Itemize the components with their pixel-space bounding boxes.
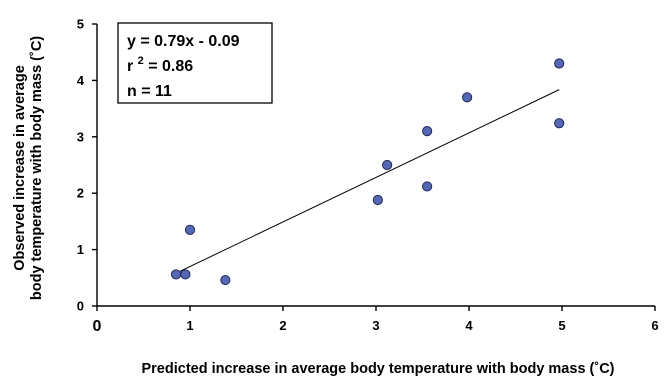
y-tick-label: 4: [77, 73, 85, 88]
n-text: n = 11: [127, 83, 172, 100]
x-tick-label: 2: [279, 318, 286, 333]
data-point: [554, 118, 565, 129]
r-squared-exponent: 2: [138, 55, 144, 67]
y-tick-label: 5: [77, 17, 84, 32]
trend-line: [175, 89, 560, 274]
x-tick-label: 4: [465, 318, 473, 333]
stats-box-border: [117, 22, 273, 104]
y-tick-label: 0: [77, 299, 84, 314]
r-squared-value: = 0.86: [144, 58, 193, 75]
y-tick-label: 3: [77, 129, 84, 144]
x-axis-title: Predicted increase in average body tempe…: [141, 361, 614, 377]
y-tick-label: 1: [77, 242, 84, 257]
data-point: [422, 126, 433, 137]
data-point: [170, 269, 182, 280]
y-axis-title: Observed increase in average body temper…: [12, 36, 45, 300]
r-squared-text: r 2 = 0.86: [127, 55, 193, 75]
x-tick-label: 1: [186, 318, 193, 333]
data-point: [422, 181, 433, 192]
data-point: [372, 194, 383, 206]
r-squared-r: r: [127, 58, 138, 75]
x-ticks: 0 1 2 3 4 5 6: [93, 306, 659, 335]
data-point: [382, 159, 393, 171]
x-tick-label: 0: [93, 318, 102, 335]
y-axis-title-line-2: body temperature with body mass (˚C): [29, 36, 45, 300]
y-axis-title-line-1: Observed increase in average: [12, 65, 28, 271]
data-point: [184, 224, 196, 235]
x-tick-label: 5: [558, 318, 565, 333]
y-ticks: 0 1 2 3 4 5: [77, 17, 97, 314]
y-tick-label: 2: [77, 186, 84, 201]
data-points: [170, 58, 565, 286]
equation-text: y = 0.79x - 0.09: [127, 33, 240, 50]
regression-stats-box: y = 0.79x - 0.09 r 2 = 0.86 n = 11: [117, 22, 273, 104]
data-point: [220, 274, 231, 286]
x-tick-label: 3: [372, 318, 379, 333]
data-point: [462, 92, 473, 103]
data-point: [554, 58, 565, 69]
data-point: [180, 269, 191, 280]
x-tick-label: 6: [651, 318, 658, 333]
